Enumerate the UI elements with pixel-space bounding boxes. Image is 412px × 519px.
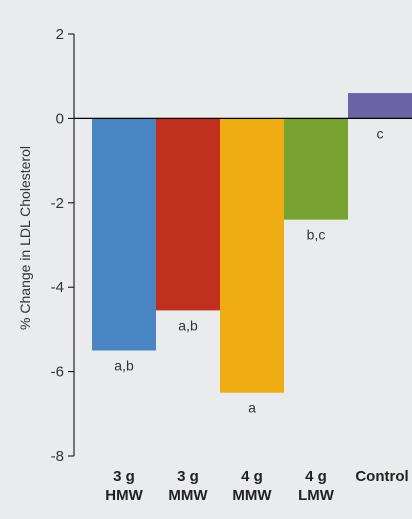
- y-axis-title: % Change in LDL Cholesterol: [17, 146, 33, 330]
- category-label-line: MMW: [232, 487, 272, 504]
- data-label: a,b: [178, 317, 198, 333]
- bar: [284, 118, 348, 220]
- category-label-line: MMW: [168, 487, 208, 504]
- category-label-line: HMW: [105, 487, 143, 504]
- category-label-line: 3 g: [113, 468, 135, 485]
- y-tick-label: -8: [51, 448, 64, 465]
- bar: [92, 118, 156, 351]
- category-label-line: 4 g: [241, 468, 263, 485]
- bar: [220, 118, 284, 393]
- bars: [92, 93, 412, 393]
- y-tick-label: 0: [56, 110, 64, 127]
- category-label: 3 g MMW: [168, 468, 208, 504]
- category-label: 4 g LMW: [298, 468, 335, 504]
- category-label: Control: [355, 468, 408, 485]
- bar: [156, 118, 220, 311]
- y-tick-label: -4: [51, 279, 64, 296]
- y-tick-label: -2: [51, 195, 64, 212]
- y-tick-label: 2: [56, 26, 64, 43]
- bar: [348, 93, 412, 119]
- category-label-line: 4 g: [305, 468, 327, 485]
- y-axis: 2 0 -2 -4 -6 -8: [51, 26, 412, 465]
- category-label: 3 g HMW: [105, 468, 143, 504]
- category-label-line: Control: [355, 468, 408, 485]
- category-label: 4 g MMW: [232, 468, 272, 504]
- category-label-line: LMW: [298, 487, 335, 504]
- labels: a,b a,b a b,c c 3 g HMW 3 g MMW 4 g MMW 4 g LMW Contr…: [105, 125, 408, 504]
- y-tick-label: -6: [51, 364, 64, 381]
- data-label: a,b: [114, 358, 134, 374]
- data-label: b,c: [307, 227, 326, 243]
- data-label: c: [377, 125, 384, 141]
- category-label-line: 3 g: [177, 468, 199, 485]
- data-label: a: [248, 400, 256, 416]
